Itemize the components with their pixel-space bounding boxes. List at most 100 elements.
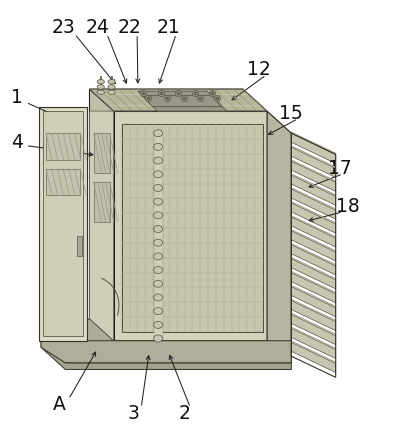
Polygon shape (153, 311, 162, 325)
Polygon shape (291, 245, 336, 275)
Ellipse shape (153, 171, 162, 178)
Polygon shape (291, 229, 336, 252)
Ellipse shape (153, 184, 162, 191)
Ellipse shape (97, 85, 104, 89)
Polygon shape (90, 89, 267, 111)
Polygon shape (291, 133, 336, 163)
Polygon shape (153, 325, 162, 338)
Ellipse shape (108, 90, 115, 94)
Polygon shape (153, 243, 162, 256)
Polygon shape (41, 319, 291, 363)
Polygon shape (143, 96, 222, 107)
Polygon shape (291, 299, 336, 322)
Text: 17: 17 (328, 159, 352, 178)
Polygon shape (291, 217, 336, 247)
Polygon shape (291, 300, 336, 330)
Polygon shape (90, 89, 114, 341)
Ellipse shape (153, 198, 162, 205)
Polygon shape (291, 160, 336, 182)
Polygon shape (153, 215, 162, 229)
Polygon shape (291, 271, 336, 294)
Polygon shape (291, 272, 336, 303)
Polygon shape (153, 284, 162, 297)
Text: A: A (53, 395, 66, 414)
Polygon shape (291, 341, 336, 363)
Polygon shape (41, 341, 291, 369)
Polygon shape (153, 147, 162, 160)
Polygon shape (291, 342, 336, 373)
Polygon shape (153, 160, 162, 174)
Polygon shape (39, 107, 87, 341)
Ellipse shape (108, 80, 115, 84)
Polygon shape (291, 132, 336, 154)
Ellipse shape (153, 321, 162, 328)
Ellipse shape (153, 130, 162, 137)
Polygon shape (291, 315, 336, 345)
Ellipse shape (153, 280, 162, 288)
Polygon shape (291, 285, 336, 308)
Polygon shape (291, 259, 336, 289)
Polygon shape (291, 187, 336, 210)
Polygon shape (153, 202, 162, 215)
Text: 1: 1 (11, 88, 23, 107)
Polygon shape (153, 174, 162, 188)
Polygon shape (291, 175, 336, 205)
Polygon shape (291, 313, 336, 336)
Ellipse shape (153, 212, 162, 219)
Ellipse shape (153, 225, 162, 233)
Polygon shape (46, 133, 80, 159)
Text: 23: 23 (51, 18, 75, 37)
Ellipse shape (153, 157, 162, 164)
Polygon shape (291, 231, 336, 261)
Polygon shape (291, 328, 336, 358)
Polygon shape (90, 111, 114, 341)
Text: 3: 3 (128, 404, 140, 423)
Polygon shape (291, 287, 336, 317)
Ellipse shape (153, 335, 162, 342)
Polygon shape (138, 91, 226, 111)
Polygon shape (291, 161, 336, 191)
Text: 24: 24 (85, 18, 109, 37)
Polygon shape (291, 257, 336, 280)
Ellipse shape (153, 239, 162, 246)
Polygon shape (291, 203, 336, 233)
Ellipse shape (97, 90, 104, 94)
Text: 21: 21 (156, 18, 180, 37)
Ellipse shape (153, 294, 162, 301)
Polygon shape (291, 202, 336, 224)
Ellipse shape (153, 253, 162, 260)
Polygon shape (122, 124, 263, 332)
Text: 15: 15 (279, 104, 303, 123)
Polygon shape (291, 147, 336, 177)
Polygon shape (114, 111, 267, 341)
Polygon shape (291, 243, 336, 266)
Polygon shape (291, 327, 336, 350)
Polygon shape (41, 341, 291, 363)
Ellipse shape (108, 85, 115, 89)
Polygon shape (153, 256, 162, 270)
Polygon shape (291, 215, 336, 238)
Text: 12: 12 (247, 60, 271, 79)
Polygon shape (43, 111, 83, 336)
Ellipse shape (153, 144, 162, 151)
Polygon shape (291, 146, 336, 168)
Polygon shape (153, 270, 162, 284)
Polygon shape (267, 111, 291, 363)
Ellipse shape (153, 307, 162, 315)
Polygon shape (291, 174, 336, 196)
Polygon shape (153, 297, 162, 311)
Text: 22: 22 (117, 18, 141, 37)
Polygon shape (153, 133, 162, 147)
Ellipse shape (97, 80, 104, 84)
Polygon shape (153, 188, 162, 202)
Polygon shape (94, 182, 110, 222)
Polygon shape (46, 168, 80, 195)
Text: 2: 2 (178, 404, 190, 423)
Text: 4: 4 (11, 132, 23, 152)
Polygon shape (291, 189, 336, 219)
Text: 18: 18 (336, 197, 360, 216)
Polygon shape (94, 133, 110, 173)
Polygon shape (77, 236, 82, 256)
Polygon shape (153, 229, 162, 243)
Ellipse shape (153, 267, 162, 274)
